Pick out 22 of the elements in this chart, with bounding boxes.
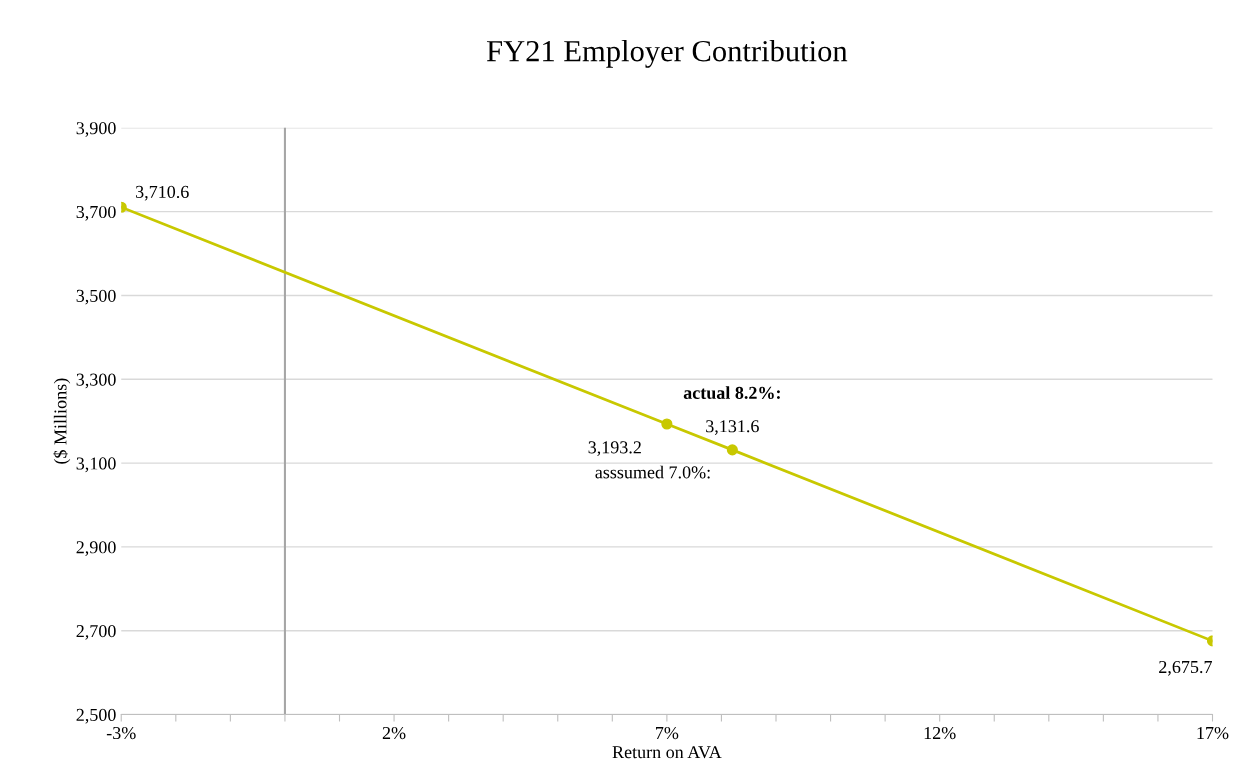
x-tick-label: 17% [1197,726,1229,740]
annotation: actual 8.2%: [683,386,780,400]
text: 2,675.7 [1159,660,1212,676]
x-tick-label: 12% [924,726,956,740]
text: 3,131.6 [706,420,759,435]
y-tick-label: 2,900 [76,541,116,556]
x-tick-label: 7% [656,726,679,740]
text: 3,710.6 [136,185,189,201]
y-tick-label: 3,300 [76,373,116,389]
chart-title: FY21 Employer Contribution [486,39,848,68]
x-tick-label: 2% [382,726,406,740]
y-tick-label: 2,500 [76,708,116,724]
x-tick-label: -3% [106,726,136,740]
y-tick-label: 3,700 [76,205,116,221]
y-tick-label: 3,500 [76,289,116,305]
annotation: asssumed 7.0%: [595,465,710,479]
text: 3,193.2 [588,441,641,457]
y-tick-label: 3,900 [76,122,116,137]
y-axis-title: ($ Millions) [53,378,71,464]
x-axis-title: Return on AVA [612,746,722,759]
y-tick-label: 3,100 [76,457,116,473]
y-tick-label: 2,700 [76,625,116,640]
